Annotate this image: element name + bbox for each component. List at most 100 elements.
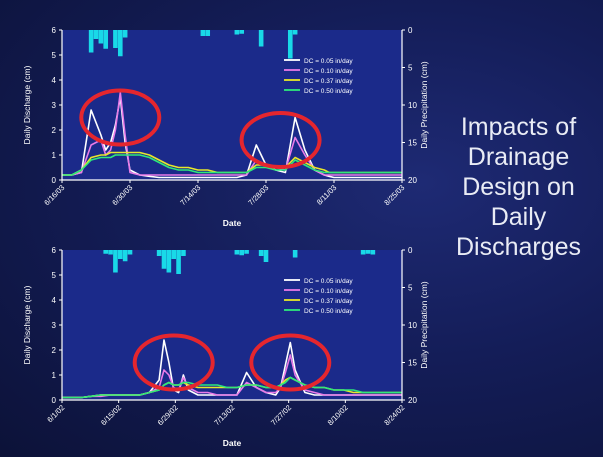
y-tick-label: 3 bbox=[52, 321, 57, 330]
precip-bar bbox=[166, 250, 172, 273]
precip-bar bbox=[108, 250, 113, 255]
x-tick-label: 7/13/02 bbox=[212, 403, 236, 427]
precip-bar bbox=[360, 250, 366, 255]
legend-label: DC = 0.37 in/day bbox=[304, 298, 353, 305]
legend-label: DC = 0.37 in/day bbox=[304, 78, 353, 85]
precip-bar bbox=[176, 250, 181, 274]
precip-bar bbox=[292, 250, 298, 258]
precip-bar bbox=[93, 30, 99, 39]
series-line bbox=[62, 96, 402, 179]
x-tick-label: 8/24/02 bbox=[382, 403, 406, 427]
y-tick-label: 3 bbox=[52, 101, 57, 110]
precip-bar bbox=[117, 30, 123, 57]
y-right-axis-label: Daily Precipitation (cm) bbox=[419, 281, 429, 369]
legend-label: DC = 0.10 in/day bbox=[304, 68, 353, 75]
y-axis-label: Daily Discharge (cm) bbox=[22, 65, 32, 144]
y-tick-label: 5 bbox=[52, 271, 57, 280]
precip-bar bbox=[263, 250, 269, 262]
precip-bar bbox=[287, 30, 293, 59]
slide-title-line: Daily bbox=[490, 203, 547, 231]
precip-bar bbox=[113, 250, 118, 273]
y-right-tick-label: 15 bbox=[408, 359, 417, 368]
legend-label: DC = 0.10 in/day bbox=[304, 288, 353, 295]
x-tick-label: 8/25/03 bbox=[382, 183, 406, 207]
chart-top: 0 1 2 3 4 5 6 0 5 10 15 20 6/16/03 6/30/03 7/14/03 7/28… bbox=[14, 20, 434, 237]
annotation-circle bbox=[239, 111, 322, 169]
annotation-circle bbox=[79, 88, 162, 147]
precip-bar bbox=[244, 250, 249, 254]
precip-bar bbox=[200, 30, 206, 36]
series-line bbox=[62, 91, 402, 176]
y-tick-label: 2 bbox=[52, 346, 57, 355]
y-tick-label: 4 bbox=[52, 296, 57, 305]
precip-bar bbox=[365, 250, 371, 254]
x-axis-label: Date bbox=[223, 438, 242, 448]
precip-bar bbox=[292, 30, 298, 35]
x-tick-label: 6/16/03 bbox=[42, 183, 66, 207]
slide-title-line: Design on bbox=[462, 173, 575, 201]
precip-bar bbox=[234, 250, 240, 255]
precip-bar bbox=[156, 250, 162, 256]
annotation-circle bbox=[249, 333, 332, 392]
legend-label: DC = 0.05 in/day bbox=[304, 278, 353, 285]
slide-title-line: Drainage bbox=[467, 143, 570, 171]
precip-bar bbox=[98, 30, 104, 44]
x-tick-label: 7/14/03 bbox=[178, 183, 202, 207]
chart-bottom: 0 1 2 3 4 5 6 0 5 10 15 20 6/1/02 6/15/02 6/29/02 7/13/… bbox=[14, 240, 434, 457]
precip-bar bbox=[205, 30, 211, 36]
precip-bar bbox=[370, 250, 376, 255]
precip-bar bbox=[239, 30, 245, 34]
precip-bar bbox=[171, 250, 177, 259]
series-line bbox=[62, 376, 402, 399]
y-right-tick-label: 15 bbox=[408, 139, 417, 148]
y-right-tick-label: 0 bbox=[408, 26, 413, 35]
y-tick-label: 1 bbox=[52, 371, 57, 380]
precip-bar bbox=[103, 30, 109, 49]
x-tick-label: 6/15/02 bbox=[99, 403, 123, 427]
x-tick-label: 8/10/02 bbox=[326, 403, 350, 427]
x-tick-label: 6/29/02 bbox=[156, 403, 180, 427]
precip-bar bbox=[88, 30, 94, 53]
legend-label: DC = 0.05 in/day bbox=[304, 58, 353, 65]
precip-bar bbox=[122, 250, 128, 262]
chart-svg: 0 1 2 3 4 5 6 0 5 10 15 20 6/16/03 6/30/03 7/14/03 7/28… bbox=[22, 26, 429, 228]
y-right-tick-label: 20 bbox=[408, 176, 417, 185]
precip-bar bbox=[113, 30, 118, 48]
x-tick-label: 6/30/03 bbox=[110, 183, 134, 207]
y-right-axis-label: Daily Precipitation (cm) bbox=[419, 61, 429, 149]
y-tick-label: 1 bbox=[52, 151, 57, 160]
chart-svg: 0 1 2 3 4 5 6 0 5 10 15 20 6/1/02 6/15/02 6/29/02 7/13/… bbox=[22, 246, 429, 448]
y-right-tick-label: 20 bbox=[408, 396, 417, 405]
y-tick-label: 5 bbox=[52, 51, 57, 60]
precip-bar bbox=[122, 30, 128, 38]
x-tick-label: 6/1/02 bbox=[45, 403, 66, 424]
slide-title-line: Impacts of bbox=[460, 113, 577, 141]
y-right-tick-label: 0 bbox=[408, 246, 413, 255]
y-tick-label: 2 bbox=[52, 126, 57, 135]
y-axis-label: Daily Discharge (cm) bbox=[22, 285, 32, 364]
y-tick-label: 4 bbox=[52, 76, 57, 85]
annotation-circle bbox=[132, 333, 215, 392]
legend-label: DC = 0.50 in/day bbox=[304, 88, 353, 95]
precip-bar bbox=[234, 30, 240, 35]
precip-bar bbox=[239, 250, 245, 256]
y-right-tick-label: 5 bbox=[408, 284, 413, 293]
legend-label: DC = 0.50 in/day bbox=[304, 308, 353, 315]
slide-title-line: Discharges bbox=[455, 233, 582, 261]
precip-bar bbox=[117, 250, 123, 259]
plot-area bbox=[62, 30, 402, 180]
series-line bbox=[62, 154, 402, 176]
plot-area bbox=[62, 250, 402, 400]
precip-bar bbox=[258, 250, 264, 256]
y-tick-label: 6 bbox=[52, 246, 57, 255]
y-right-tick-label: 5 bbox=[408, 64, 413, 73]
x-tick-label: 7/28/03 bbox=[246, 183, 270, 207]
x-tick-label: 7/27/02 bbox=[269, 403, 293, 427]
y-tick-label: 0 bbox=[52, 396, 57, 405]
precip-bar bbox=[181, 250, 186, 256]
y-tick-label: 0 bbox=[52, 176, 57, 185]
precip-bar bbox=[127, 250, 133, 255]
slide-title: Impacts of Drainage Design on Daily Disc… bbox=[436, 112, 601, 262]
precip-bar bbox=[258, 30, 264, 47]
